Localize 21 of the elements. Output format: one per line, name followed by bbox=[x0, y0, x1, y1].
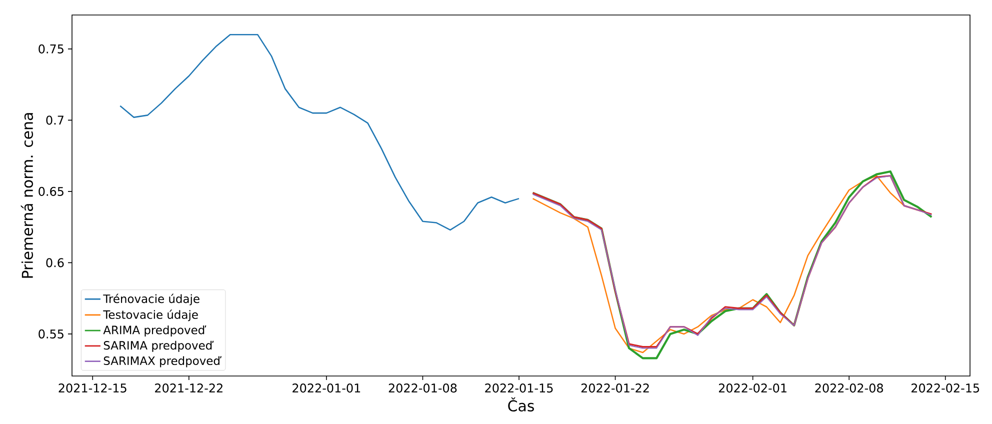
y-tick-label: 0.65 bbox=[38, 186, 64, 196]
x-axis-title: Čas bbox=[508, 397, 534, 412]
legend-label: Trénovacie údaje bbox=[103, 294, 200, 306]
x-tick-label: 2022-01-08 bbox=[388, 384, 457, 393]
x-tick-label: 2022-02-08 bbox=[815, 384, 883, 393]
x-tick-label: 2022-02-01 bbox=[718, 384, 786, 393]
y-tick-label: 0.75 bbox=[38, 44, 64, 54]
y-tick-label: 0.55 bbox=[38, 329, 64, 338]
x-tick-label: 2022-01-15 bbox=[485, 384, 553, 393]
y-tick-label: 0.7 bbox=[46, 116, 64, 125]
x-tick-label: 2022-01-22 bbox=[581, 384, 649, 393]
legend-label: SARIMAX predpoveď bbox=[104, 356, 222, 368]
legend-label: ARIMA predpoveď bbox=[103, 325, 206, 337]
x-tick-label: 2022-01-01 bbox=[292, 384, 360, 393]
y-axis-title: Priemerná norm. cena bbox=[20, 113, 34, 278]
x-tick-label: 2021-12-22 bbox=[155, 384, 222, 393]
x-tick-label: 2022-02-15 bbox=[912, 384, 980, 393]
y-tick-label: 0.6 bbox=[46, 258, 64, 268]
legend-label: Testovacie údaje bbox=[103, 310, 198, 322]
legend-label: SARIMA predpoveď bbox=[104, 340, 214, 352]
x-tick-label: 2021-12-15 bbox=[58, 384, 126, 393]
